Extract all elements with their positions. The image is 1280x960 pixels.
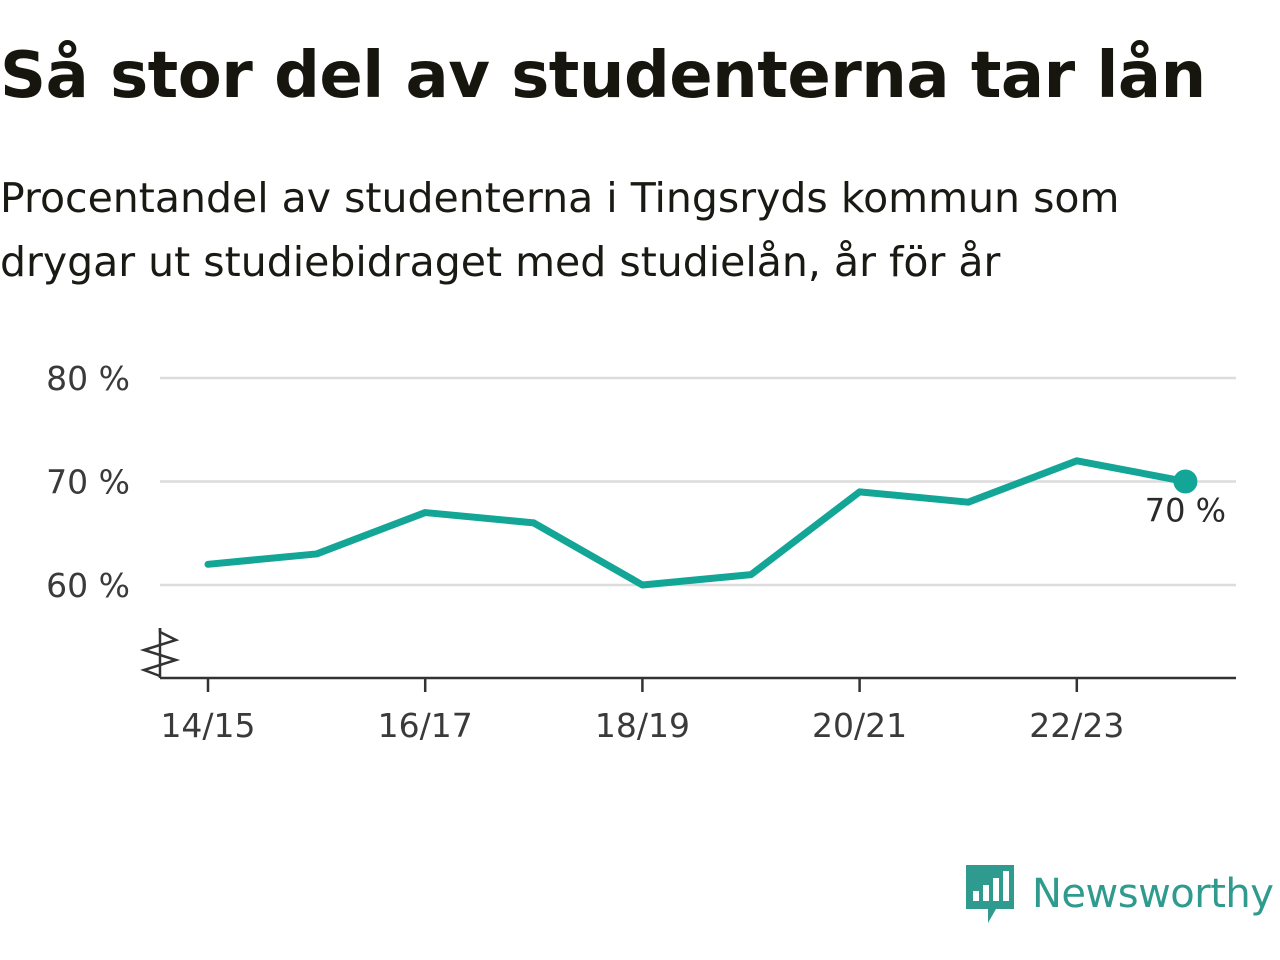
x-tick-label: 14/15 xyxy=(160,706,255,745)
x-tick-label: 20/21 xyxy=(812,706,907,745)
series-line xyxy=(204,457,1189,589)
y-tick-label: 70 % xyxy=(46,463,130,502)
x-tick-label: 16/17 xyxy=(378,706,473,745)
chart-title: Så stor del av studenterna tar lån xyxy=(0,39,1206,113)
bar-chart-icon xyxy=(966,865,1014,923)
x-tick-label: 18/19 xyxy=(595,706,690,745)
chart-subtitle: Procentandel av studenterna i Tingsryds … xyxy=(0,174,1120,286)
end-point-marker xyxy=(1173,469,1198,494)
axis-break-icon xyxy=(139,628,181,678)
x-tick-label: 22/23 xyxy=(1029,706,1124,745)
brand-name: Newsworthy xyxy=(1032,871,1274,917)
y-tick-label: 60 % xyxy=(46,566,130,605)
end-value-label: 70 % xyxy=(1145,492,1226,530)
y-tick-label: 80 % xyxy=(46,359,130,398)
newsworthy-logo: Newsworthy xyxy=(964,862,1274,926)
